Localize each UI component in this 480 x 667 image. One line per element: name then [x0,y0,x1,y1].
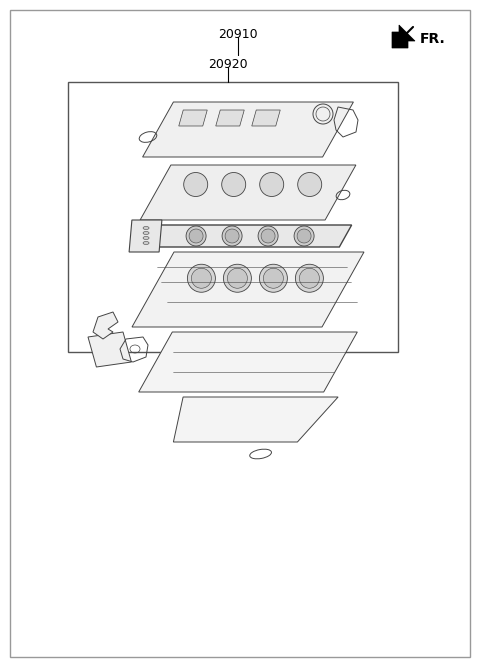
Circle shape [260,173,284,197]
Polygon shape [252,110,280,126]
Circle shape [222,226,242,246]
Polygon shape [132,252,364,327]
Polygon shape [140,165,356,220]
Circle shape [228,268,247,288]
Ellipse shape [143,241,149,245]
Circle shape [222,173,246,197]
Ellipse shape [143,237,149,239]
Polygon shape [93,312,118,339]
Circle shape [298,173,322,197]
Polygon shape [173,397,338,442]
Polygon shape [392,25,415,48]
Circle shape [184,173,208,197]
Circle shape [295,264,324,292]
Circle shape [186,226,206,246]
Circle shape [259,264,288,292]
Text: FR.: FR. [420,32,446,46]
Polygon shape [129,220,162,252]
Circle shape [192,268,211,288]
Ellipse shape [143,227,149,229]
Circle shape [297,229,311,243]
Circle shape [223,264,252,292]
Circle shape [264,268,283,288]
Circle shape [261,229,275,243]
Polygon shape [139,332,357,392]
Circle shape [258,226,278,246]
Bar [68,82,398,352]
Circle shape [225,229,239,243]
Text: 20920: 20920 [208,58,248,71]
Polygon shape [143,102,353,157]
Circle shape [187,264,216,292]
Polygon shape [216,110,244,126]
Polygon shape [88,332,132,367]
Circle shape [189,229,203,243]
Text: 20910: 20910 [218,28,258,41]
Polygon shape [144,225,352,247]
Ellipse shape [143,231,149,235]
Circle shape [294,226,314,246]
Polygon shape [179,110,207,126]
Circle shape [300,268,319,288]
